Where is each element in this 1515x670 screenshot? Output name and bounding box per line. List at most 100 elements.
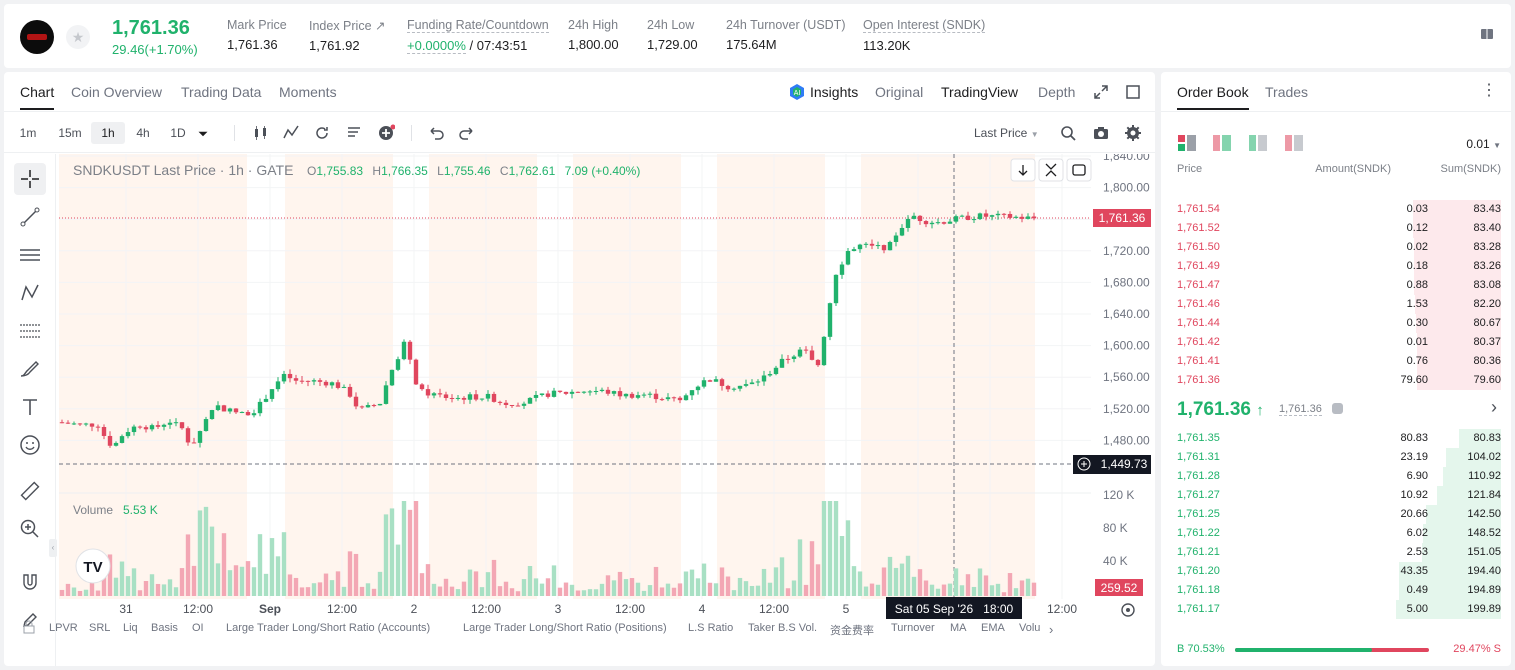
asks-row[interactable]: 1,761.50 0.02 83.28 bbox=[1161, 238, 1511, 257]
magnet-tool[interactable] bbox=[14, 566, 46, 598]
chevron-right-icon[interactable]: › bbox=[1491, 397, 1497, 417]
settings-gear-icon[interactable] bbox=[1124, 124, 1142, 142]
camera-icon[interactable] bbox=[1092, 124, 1110, 142]
measure-tool[interactable] bbox=[14, 475, 46, 507]
indicator-oi[interactable]: OI bbox=[192, 622, 204, 634]
indicator-ma[interactable]: MA bbox=[950, 622, 967, 634]
stat-label[interactable]: Index Price ↗ bbox=[309, 19, 386, 33]
bids-row[interactable]: 1,761.35 80.83 80.83 bbox=[1161, 429, 1511, 448]
more-vertical-icon[interactable]: ⋮ bbox=[1481, 82, 1497, 99]
indicator-lpvr[interactable]: LPVR bbox=[49, 622, 78, 634]
pencil-lock-tool[interactable] bbox=[16, 606, 44, 634]
view-tradingview[interactable]: TradingView bbox=[941, 84, 1019, 100]
view-both-alt-icon[interactable] bbox=[1213, 135, 1231, 156]
volume-bar bbox=[863, 586, 869, 596]
bids-row[interactable]: 1,761.21 2.53 151.05 bbox=[1161, 543, 1511, 562]
indicator-taker-vol[interactable]: Taker B.S Vol. bbox=[748, 622, 818, 634]
indicator-large-trader-positions[interactable]: Large Trader Long/Short Ratio (Positions… bbox=[463, 622, 667, 634]
pattern-tool[interactable] bbox=[14, 277, 46, 309]
bids-row[interactable]: 1,761.18 0.49 194.89 bbox=[1161, 581, 1511, 600]
ai-insights-icon[interactable]: AI bbox=[788, 83, 806, 101]
lock-icon[interactable] bbox=[22, 620, 36, 634]
tab-trading-data[interactable]: Trading Data bbox=[181, 84, 262, 100]
compare-icon[interactable] bbox=[313, 124, 331, 142]
window-icon[interactable] bbox=[1126, 85, 1140, 99]
asks-row[interactable]: 1,761.52 0.12 83.40 bbox=[1161, 219, 1511, 238]
bids-row[interactable]: 1,761.27 10.92 121.84 bbox=[1161, 486, 1511, 505]
asks-row[interactable]: 1,761.49 0.18 83.26 bbox=[1161, 257, 1511, 276]
crosshair-tool[interactable] bbox=[14, 163, 46, 195]
undo-icon[interactable] bbox=[427, 124, 445, 142]
indicator-srl[interactable]: SRL bbox=[89, 622, 111, 634]
chevron-down-icon[interactable] bbox=[194, 125, 212, 143]
collapse-toolbar-icon[interactable]: ‹ bbox=[49, 539, 57, 557]
asks-row[interactable]: 1,761.54 0.03 83.43 bbox=[1161, 200, 1511, 219]
indicator-volume[interactable]: Volu bbox=[1019, 622, 1041, 634]
indicator-large-trader-accounts[interactable]: Large Trader Long/Short Ratio (Accounts) bbox=[226, 622, 431, 634]
add-indicator-icon[interactable] bbox=[377, 124, 395, 142]
tab-chart[interactable]: Chart bbox=[20, 84, 55, 110]
asks-row[interactable]: 1,761.36 79.60 79.60 bbox=[1161, 371, 1511, 390]
candle-body bbox=[827, 303, 833, 337]
view-insights[interactable]: Insights bbox=[810, 84, 859, 100]
favorite-star-icon[interactable]: ★ bbox=[66, 25, 90, 49]
asks-row[interactable]: 1,761.47 0.88 83.08 bbox=[1161, 276, 1511, 295]
orderbook-tab-bar: Order Book Trades ⋮ bbox=[1161, 72, 1511, 112]
trend-line-tool[interactable] bbox=[14, 201, 46, 233]
bids-row[interactable]: 1,761.25 20.66 142.50 bbox=[1161, 505, 1511, 524]
collapse-pane-button[interactable] bbox=[1038, 158, 1064, 182]
maximize-pane-button[interactable] bbox=[1066, 158, 1092, 182]
timeframe-1m[interactable]: 1m bbox=[19, 126, 37, 140]
view-depth[interactable]: Depth bbox=[1038, 84, 1076, 100]
indicator-ema[interactable]: EMA bbox=[981, 622, 1005, 634]
tab-trades[interactable]: Trades bbox=[1265, 84, 1309, 100]
brush-tool[interactable] bbox=[14, 353, 46, 385]
indicator-funding-rate[interactable]: 资金费率 bbox=[830, 625, 874, 637]
horizontal-lines-tool[interactable] bbox=[14, 239, 46, 271]
tab-coin-overview[interactable]: Coin Overview bbox=[71, 84, 163, 100]
price-chart[interactable]: 1,840.001,800.001,760.001,720.001,680.00… bbox=[59, 154, 1151, 622]
indicator-basis[interactable]: Basis bbox=[151, 622, 178, 634]
time-axis[interactable]: 31 12:00 Sep 12:00 2 12:00 3 12:00 4 12:00 5 12:00 bbox=[119, 602, 1077, 616]
candle-type-icon[interactable] bbox=[252, 124, 270, 142]
redo-icon[interactable] bbox=[458, 124, 476, 142]
view-both-icon[interactable] bbox=[1178, 135, 1196, 156]
search-icon[interactable] bbox=[1059, 124, 1077, 142]
timeframe-15m[interactable]: 15m bbox=[58, 126, 82, 140]
asks-row[interactable]: 1,761.41 0.76 80.36 bbox=[1161, 352, 1511, 371]
book-icon[interactable] bbox=[1479, 26, 1495, 42]
asks-row[interactable]: 1,761.44 0.30 80.67 bbox=[1161, 314, 1511, 333]
tab-moments[interactable]: Moments bbox=[279, 84, 337, 100]
bids-row[interactable]: 1,761.31 23.19 104.02 bbox=[1161, 448, 1511, 467]
timeframe-4h[interactable]: 4h bbox=[136, 126, 150, 140]
price-axis[interactable]: 1,840.001,800.001,760.001,720.001,680.00… bbox=[1103, 154, 1150, 447]
bids-row[interactable]: 1,761.20 43.35 194.40 bbox=[1161, 562, 1511, 581]
indicator-ls-ratio[interactable]: L.S Ratio bbox=[688, 622, 734, 634]
indicator-liq[interactable]: Liq bbox=[123, 622, 138, 634]
asks-row[interactable]: 1,761.42 0.01 80.37 bbox=[1161, 333, 1511, 352]
timeframe-1h[interactable]: 1h bbox=[91, 122, 125, 144]
view-asks-icon[interactable] bbox=[1285, 135, 1303, 156]
bids-row[interactable]: 1,761.17 5.00 199.89 bbox=[1161, 600, 1511, 619]
add-alert-icon[interactable] bbox=[1077, 457, 1091, 471]
bids-row[interactable]: 1,761.22 6.02 148.52 bbox=[1161, 524, 1511, 543]
indicators-icon[interactable] bbox=[282, 124, 300, 142]
emoji-tool[interactable] bbox=[14, 429, 46, 461]
asks-row[interactable]: 1,761.46 1.53 82.20 bbox=[1161, 295, 1511, 314]
zoom-tool[interactable] bbox=[14, 513, 46, 545]
view-bids-icon[interactable] bbox=[1249, 135, 1267, 156]
tab-order-book[interactable]: Order Book bbox=[1177, 84, 1249, 110]
chevron-right-icon[interactable]: › bbox=[1049, 622, 1054, 637]
expand-icon[interactable] bbox=[1094, 85, 1108, 99]
template-icon[interactable] bbox=[345, 124, 363, 142]
indicator-turnover[interactable]: Turnover bbox=[891, 622, 935, 634]
chart-settings-icon[interactable] bbox=[1121, 603, 1135, 617]
fib-tool[interactable] bbox=[14, 315, 46, 347]
text-tool[interactable] bbox=[14, 391, 46, 423]
bids-row[interactable]: 1,761.28 6.90 110.92 bbox=[1161, 467, 1511, 486]
price-type-select[interactable]: Last Price ▼ bbox=[974, 126, 1039, 140]
precision-select[interactable]: 0.01 ▼ bbox=[1466, 137, 1501, 151]
stat-index-price[interactable]: Index Price ↗ 1,761.92 bbox=[309, 18, 385, 53]
view-original[interactable]: Original bbox=[875, 84, 924, 100]
timeframe-1d[interactable]: 1D bbox=[170, 126, 186, 140]
